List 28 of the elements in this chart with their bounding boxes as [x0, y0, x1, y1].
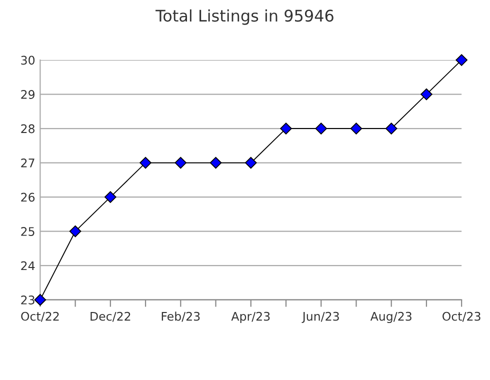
y-tick-label: 27 — [21, 158, 34, 168]
y-tick-label: 24 — [21, 261, 35, 270]
y-tick-label: 25 — [21, 227, 34, 236]
point — [315, 122, 327, 134]
y-tick-label: 29 — [21, 90, 34, 99]
y-tick-label: 26 — [21, 192, 35, 202]
point — [69, 225, 82, 238]
y-tick-label: 28 — [21, 124, 35, 134]
point — [280, 122, 292, 134]
point — [174, 156, 187, 169]
y-tick-label: 30 — [21, 56, 35, 65]
point — [104, 191, 116, 203]
point — [140, 156, 152, 169]
chart-title: Total Listings in 95946 — [156, 9, 334, 25]
x-tick-label: Oct/22 — [21, 312, 59, 322]
x-tick-label: Jun/23 — [302, 312, 339, 323]
x-tick-label: Oct/23 — [442, 312, 480, 322]
x-tick-label: Feb/23 — [162, 312, 200, 322]
point — [350, 122, 362, 134]
y-tick-label: 23 — [21, 296, 34, 304]
point — [456, 54, 468, 66]
x-tick-label: Apr/23 — [231, 312, 270, 324]
x-tick-label: Aug/23 — [370, 312, 412, 324]
point — [244, 156, 257, 169]
point — [385, 122, 398, 134]
point — [210, 156, 222, 169]
x-tick-label: Dec/22 — [90, 312, 130, 322]
point — [420, 88, 432, 100]
